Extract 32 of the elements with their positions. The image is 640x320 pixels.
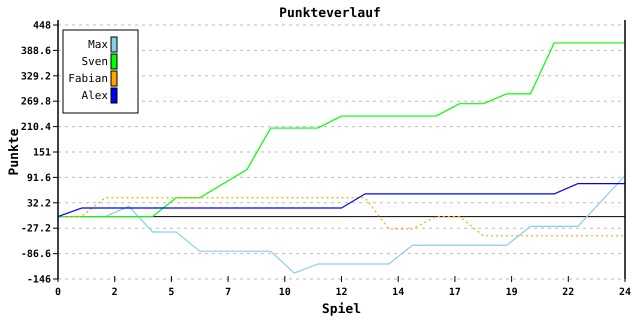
x-tick-label: 24 <box>618 287 632 298</box>
y-tick-label: 329.2 <box>20 71 51 82</box>
chart-title: Punkteverlauf <box>279 6 381 21</box>
x-tick-label: 0 <box>54 287 62 298</box>
y-tick-label: 91.6 <box>26 172 51 184</box>
y-tick-label: 151 <box>32 148 51 158</box>
line-series <box>57 42 626 218</box>
y-tick-label: -86.6 <box>20 249 51 260</box>
x-tick-label: 2 <box>112 287 118 298</box>
x-tick-label: 17 <box>448 287 461 298</box>
y-axis-title: Punkte <box>7 128 22 176</box>
x-axis-title: Spiel <box>322 302 362 317</box>
line-series <box>57 183 626 218</box>
y-tick-label: 388.6 <box>20 46 51 57</box>
y-tick-label: 448 <box>32 20 51 32</box>
y-tick-label: -27.2 <box>20 224 51 235</box>
y-tick-label: 32.2 <box>26 198 51 210</box>
y-tick-label: -146 <box>26 274 51 286</box>
x-tick-label: 19 <box>506 287 518 298</box>
x-tick-label: 7 <box>225 287 232 298</box>
x-tick-label: 14 <box>392 287 404 298</box>
legend-label: Alex <box>82 89 108 102</box>
y-tick-label: 210.4 <box>20 122 51 134</box>
legend-label: Sven <box>82 55 108 68</box>
legend-label: Fabian <box>68 72 108 85</box>
x-tick-label: 22 <box>562 287 574 298</box>
line-series <box>57 197 626 236</box>
x-tick-label: 12 <box>335 287 348 298</box>
x-tick-label: 10 <box>278 287 291 298</box>
legend-label: Max <box>88 38 108 51</box>
x-tick-label: 5 <box>168 287 174 298</box>
y-tick-label: 269.8 <box>20 96 51 108</box>
